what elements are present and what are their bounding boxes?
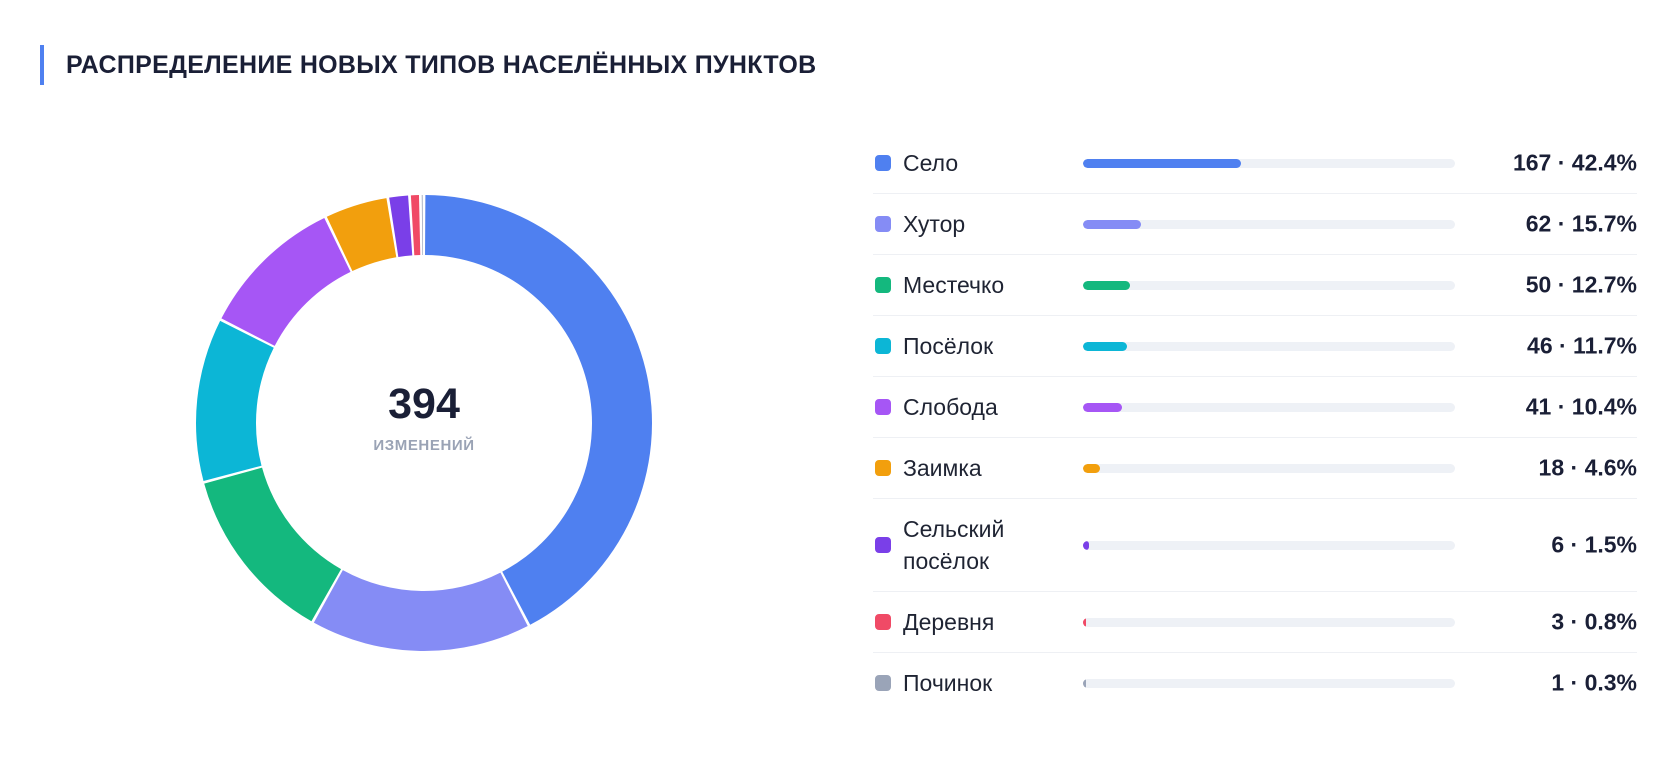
legend-bar-fill — [1083, 403, 1122, 412]
center-label: ИЗМЕНЕНИЙ — [373, 437, 475, 454]
legend-item[interactable]: Село 167 · 42.4% — [873, 133, 1637, 194]
legend-swatch — [875, 537, 891, 553]
legend-bar-track — [1083, 679, 1455, 688]
legend-bar-fill — [1083, 679, 1086, 688]
legend-item[interactable]: Слобода 41 · 10.4% — [873, 377, 1637, 438]
legend-bar-track — [1083, 618, 1455, 627]
legend-swatch — [875, 399, 891, 415]
card-header: РАСПРЕДЕЛЕНИЕ НОВЫХ ТИПОВ НАСЕЛЁННЫХ ПУН… — [40, 45, 816, 85]
legend-item[interactable]: Починок 1 · 0.3% — [873, 653, 1637, 713]
legend-bar-track — [1083, 159, 1455, 168]
legend-bar-track — [1083, 541, 1455, 550]
legend-value: 6 · 1.5% — [1551, 531, 1637, 558]
legend-bar-fill — [1083, 618, 1086, 627]
legend-bar-track — [1083, 403, 1455, 412]
legend-item[interactable]: Посёлок 46 · 11.7% — [873, 316, 1637, 377]
legend-swatch — [875, 614, 891, 630]
legend-item[interactable]: Деревня 3 · 0.8% — [873, 592, 1637, 653]
legend-bar-track — [1083, 342, 1455, 351]
legend-value: 3 · 0.8% — [1551, 608, 1637, 635]
legend-value: 1 · 0.3% — [1551, 669, 1637, 696]
legend-bar-fill — [1083, 541, 1089, 550]
legend-label: Местечко — [903, 272, 1005, 298]
legend-swatch — [875, 155, 891, 171]
legend-value: 41 · 10.4% — [1525, 393, 1637, 420]
donut-slice[interactable] — [196, 320, 274, 481]
legend-bar-fill — [1083, 464, 1101, 473]
legend-bar-track — [1083, 220, 1455, 229]
donut-slice[interactable] — [425, 195, 652, 625]
legend-label: Заимка — [903, 455, 982, 481]
legend-bar-fill — [1083, 281, 1131, 290]
legend-label: Посёлок — [903, 333, 994, 359]
legend-item[interactable]: Хутор 62 · 15.7% — [873, 194, 1637, 255]
legend-value: 46 · 11.7% — [1527, 332, 1637, 359]
legend-swatch — [875, 277, 891, 293]
legend-swatch — [875, 460, 891, 476]
donut-slice[interactable] — [326, 198, 397, 272]
legend-bar-fill — [1083, 342, 1127, 351]
donut-slice[interactable] — [221, 217, 351, 346]
legend-value: 167 · 42.4% — [1512, 149, 1637, 176]
donut-slice[interactable] — [410, 195, 421, 256]
legend-value: 18 · 4.6% — [1538, 454, 1637, 481]
legend-bar-track — [1083, 281, 1455, 290]
legend: Село 167 · 42.4% Хутор 62 · 15.7% Местечко 50… — [873, 133, 1637, 713]
legend-label: Сельский посёлок — [903, 516, 1005, 574]
legend-label: Деревня — [903, 609, 995, 635]
donut-slice[interactable] — [204, 467, 342, 622]
donut-chart: 394 ИЗМЕНЕНИЙ — [174, 173, 674, 673]
legend-bar-fill — [1083, 159, 1241, 168]
legend-value: 50 · 12.7% — [1525, 271, 1637, 298]
donut-svg — [196, 195, 652, 652]
donut-slice[interactable] — [389, 195, 413, 257]
legend-swatch — [875, 675, 891, 691]
legend-label: Слобода — [903, 394, 998, 420]
legend-label: Починок — [903, 670, 993, 696]
legend-label: Село — [903, 150, 959, 176]
donut-slice[interactable] — [421, 195, 423, 256]
legend-item[interactable]: Сельский посёлок 6 · 1.5% — [873, 499, 1637, 592]
legend-item[interactable]: Местечко 50 · 12.7% — [873, 255, 1637, 316]
legend-label: Хутор — [903, 211, 966, 237]
legend-swatch — [875, 216, 891, 232]
legend-swatch — [875, 338, 891, 354]
legend-bar-track — [1083, 464, 1455, 473]
legend-item[interactable]: Заимка 18 · 4.6% — [873, 438, 1637, 499]
card-title: РАСПРЕДЕЛЕНИЕ НОВЫХ ТИПОВ НАСЕЛЁННЫХ ПУН… — [66, 50, 817, 79]
legend-bar-fill — [1083, 220, 1142, 229]
legend-value: 62 · 15.7% — [1525, 210, 1637, 237]
donut-slice[interactable] — [313, 570, 528, 652]
center-total: 394 — [388, 380, 460, 428]
